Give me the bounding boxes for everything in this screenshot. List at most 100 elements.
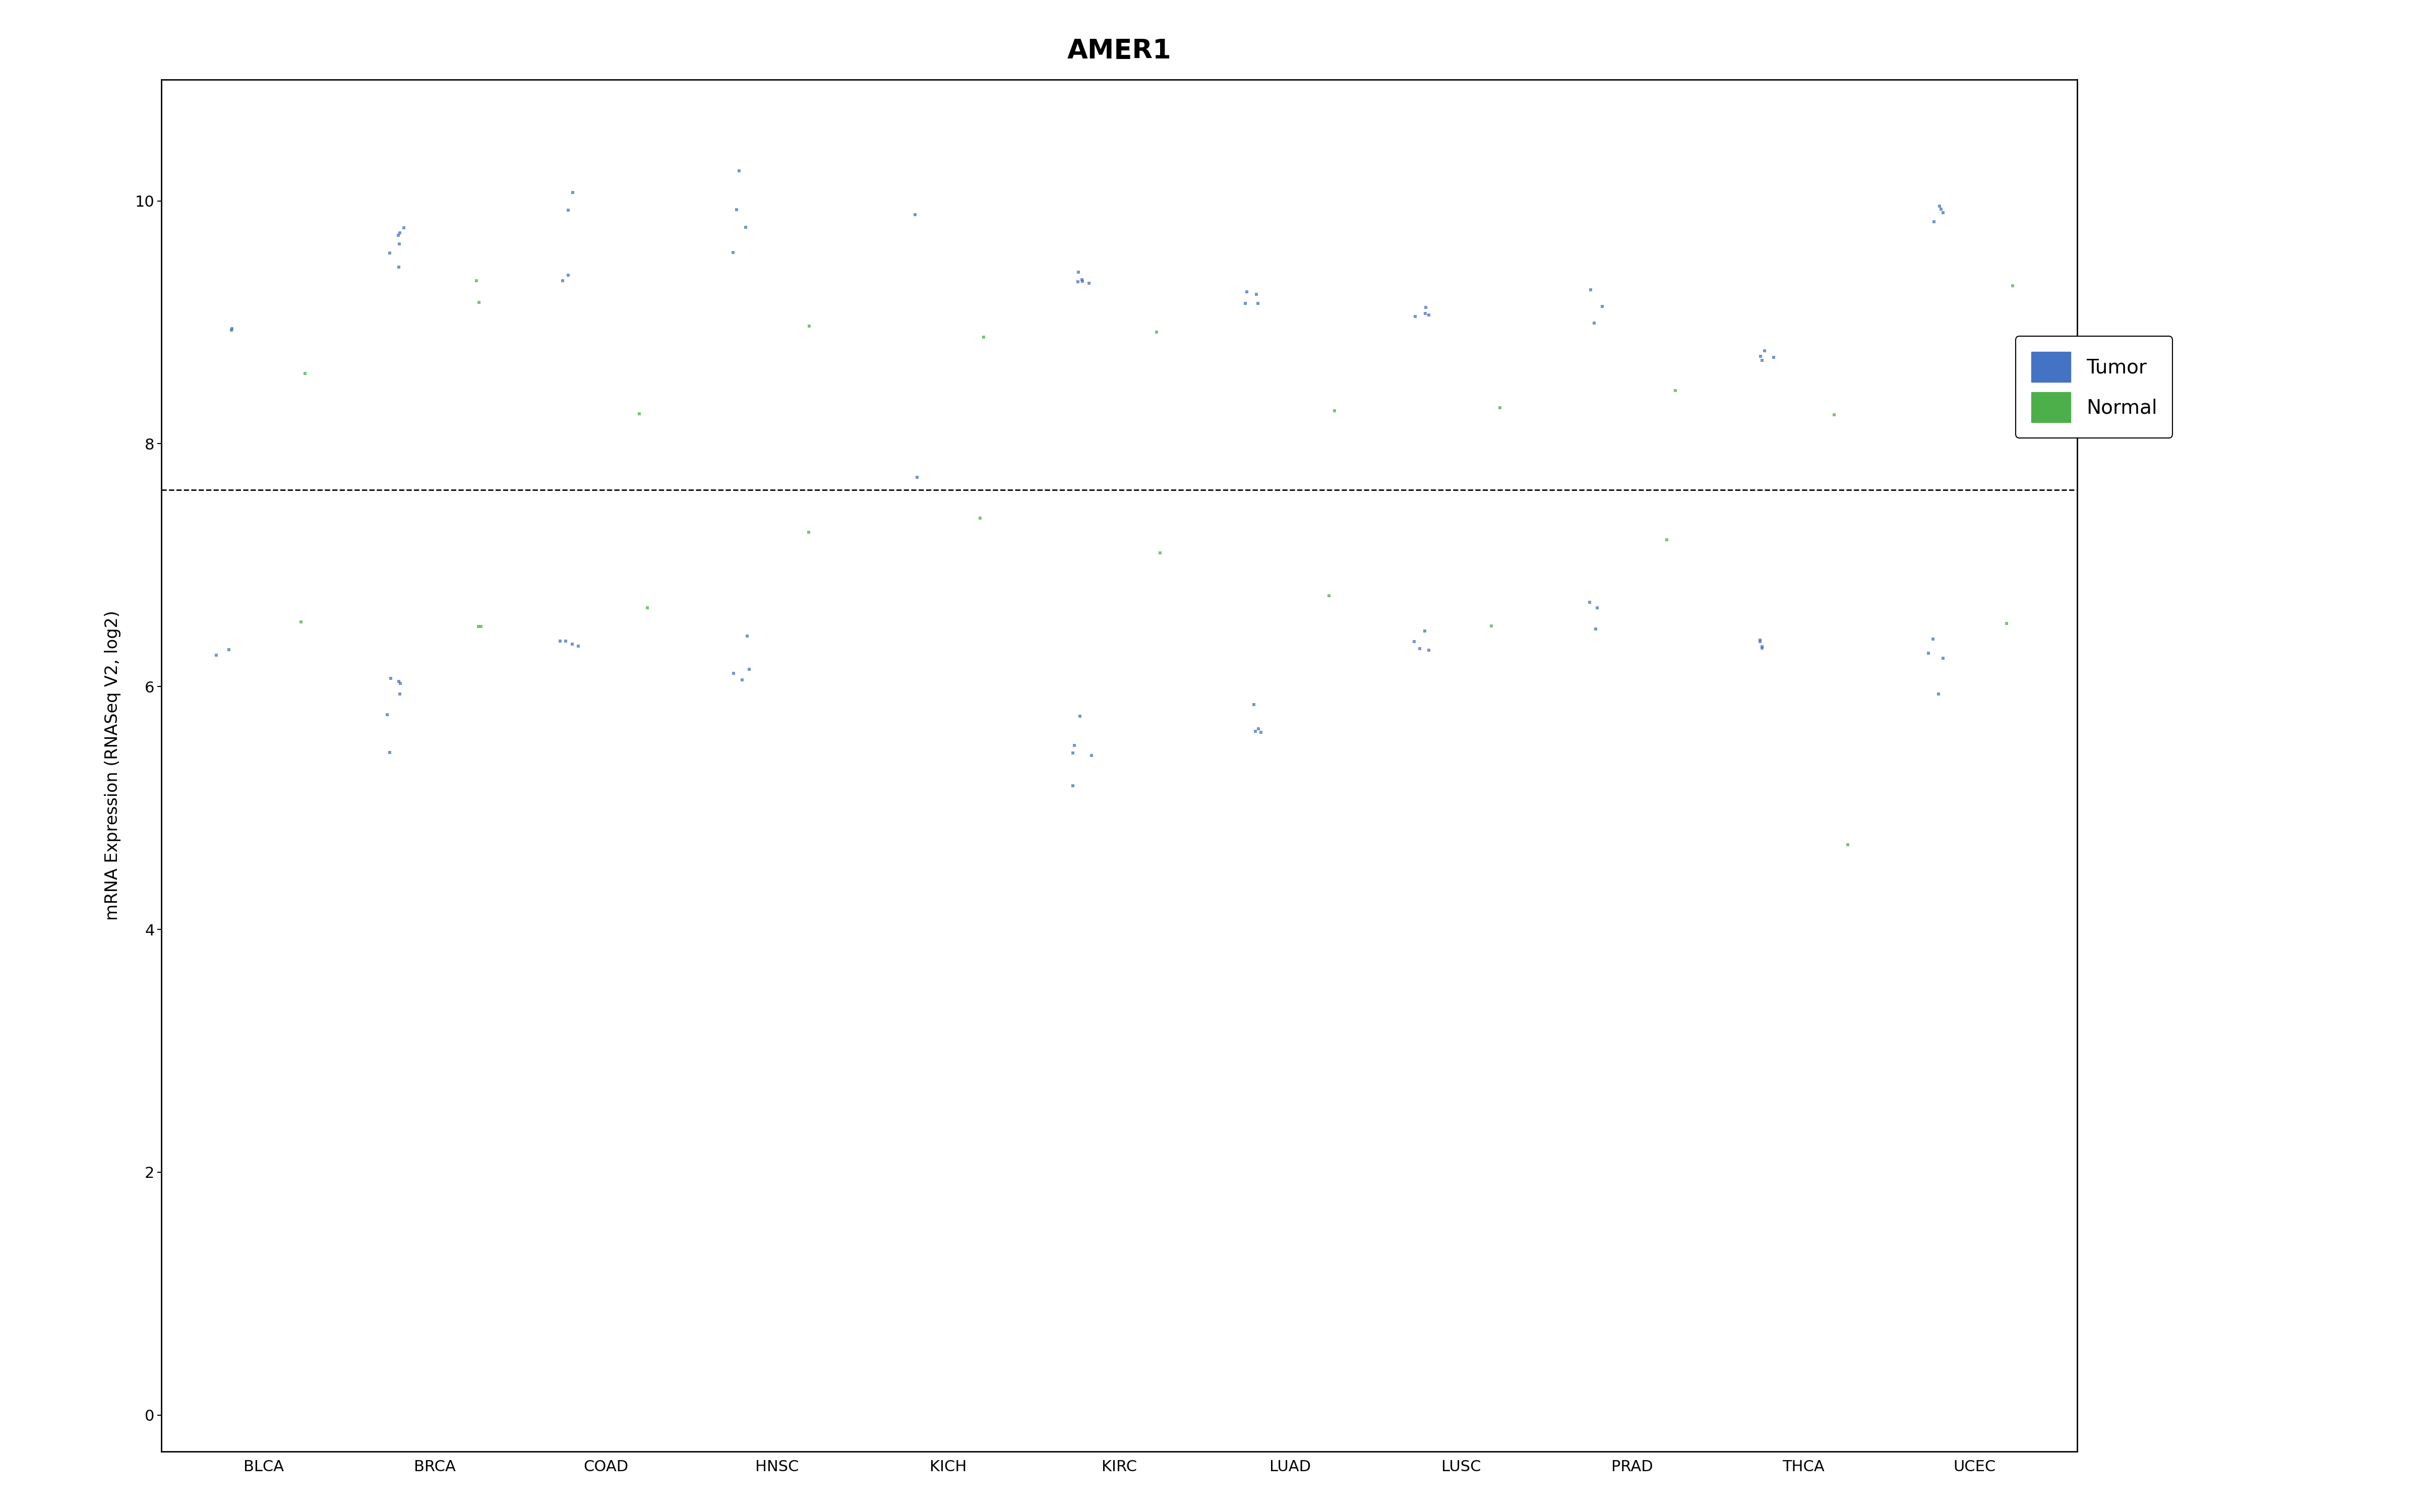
Point bbox=[1227, 280, 1266, 304]
Point bbox=[540, 629, 578, 653]
Point bbox=[552, 632, 590, 656]
Point bbox=[726, 215, 765, 239]
Point bbox=[1239, 717, 1278, 741]
Title: AMER1: AMER1 bbox=[1067, 38, 1171, 64]
Point bbox=[1401, 637, 1440, 661]
Point bbox=[1578, 596, 1617, 620]
Point bbox=[460, 290, 499, 314]
Point bbox=[1406, 618, 1445, 643]
Point bbox=[1909, 641, 1948, 665]
Point bbox=[549, 198, 588, 222]
Point bbox=[789, 520, 828, 544]
Point bbox=[1053, 741, 1091, 765]
Point bbox=[714, 661, 753, 685]
Point bbox=[1924, 201, 1963, 225]
Point bbox=[895, 203, 934, 227]
Point bbox=[1309, 584, 1348, 608]
Point bbox=[1742, 348, 1781, 372]
Point bbox=[380, 670, 419, 694]
Point bbox=[1406, 301, 1445, 325]
Point bbox=[1237, 720, 1275, 744]
Point bbox=[1987, 611, 2026, 635]
Point bbox=[380, 682, 419, 706]
Legend: Tumor, Normal: Tumor, Normal bbox=[2016, 336, 2173, 438]
Point bbox=[1742, 345, 1781, 369]
Point bbox=[1234, 692, 1273, 717]
Point bbox=[1481, 396, 1520, 420]
Point bbox=[1994, 274, 2033, 298]
Point bbox=[719, 159, 757, 183]
Point bbox=[716, 198, 755, 222]
Point bbox=[1919, 194, 1958, 218]
Point bbox=[963, 325, 1002, 349]
Point bbox=[1742, 637, 1781, 661]
Point bbox=[368, 703, 407, 727]
Point bbox=[1062, 269, 1101, 293]
Point bbox=[460, 614, 499, 638]
Point bbox=[547, 629, 586, 653]
Point bbox=[961, 507, 999, 531]
Point bbox=[281, 609, 319, 634]
Point bbox=[462, 614, 501, 638]
Y-axis label: mRNA Expression (RNASeq V2, log2): mRNA Expression (RNASeq V2, log2) bbox=[104, 611, 121, 921]
Point bbox=[1060, 260, 1099, 284]
Point bbox=[1406, 295, 1445, 319]
Point bbox=[1815, 402, 1854, 426]
Point bbox=[1072, 744, 1111, 768]
Point bbox=[1314, 399, 1353, 423]
Point bbox=[457, 269, 496, 293]
Point bbox=[1740, 629, 1779, 653]
Point bbox=[1740, 627, 1779, 652]
Point bbox=[213, 318, 252, 342]
Point bbox=[1914, 210, 1953, 234]
Point bbox=[724, 668, 762, 692]
Point bbox=[370, 667, 409, 691]
Point bbox=[1137, 321, 1176, 345]
Point bbox=[728, 624, 767, 649]
Point bbox=[544, 269, 583, 293]
Point bbox=[1914, 627, 1953, 652]
Point bbox=[380, 671, 419, 696]
Point bbox=[1745, 339, 1784, 363]
Point bbox=[1394, 629, 1433, 653]
Point bbox=[1396, 304, 1435, 328]
Point bbox=[1830, 833, 1868, 857]
Point bbox=[1239, 292, 1278, 316]
Point bbox=[1408, 638, 1447, 662]
Point bbox=[1241, 720, 1280, 744]
Point bbox=[1921, 197, 1960, 221]
Point bbox=[714, 240, 753, 265]
Point bbox=[1571, 278, 1609, 302]
Point bbox=[898, 466, 937, 490]
Point bbox=[620, 402, 658, 426]
Point bbox=[1060, 705, 1099, 729]
Point bbox=[1742, 635, 1781, 659]
Point bbox=[1471, 614, 1510, 638]
Point bbox=[213, 316, 252, 340]
Point bbox=[1227, 292, 1266, 316]
Point bbox=[1583, 295, 1621, 319]
Point bbox=[1648, 528, 1687, 552]
Point bbox=[1575, 311, 1614, 336]
Point bbox=[1571, 590, 1609, 614]
Point bbox=[385, 216, 424, 240]
Point bbox=[1924, 646, 1963, 670]
Point bbox=[1237, 283, 1275, 307]
Point bbox=[629, 596, 668, 620]
Point bbox=[1655, 378, 1694, 402]
Point bbox=[554, 180, 593, 204]
Point bbox=[370, 741, 409, 765]
Point bbox=[731, 658, 770, 682]
Point bbox=[1919, 682, 1958, 706]
Point bbox=[380, 221, 419, 245]
Point bbox=[1055, 733, 1094, 758]
Point bbox=[559, 634, 598, 658]
Point bbox=[1408, 302, 1447, 327]
Point bbox=[1070, 271, 1108, 295]
Point bbox=[370, 240, 409, 265]
Point bbox=[1053, 774, 1091, 798]
Point bbox=[789, 314, 828, 339]
Point bbox=[1062, 268, 1101, 292]
Point bbox=[549, 263, 588, 287]
Point bbox=[380, 231, 419, 256]
